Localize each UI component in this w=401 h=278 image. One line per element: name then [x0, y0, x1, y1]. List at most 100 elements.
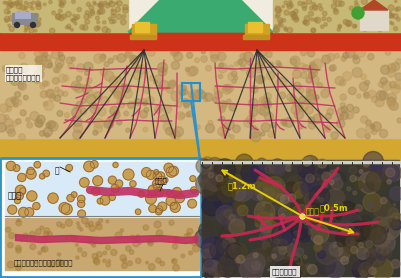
Circle shape [230, 135, 234, 139]
Circle shape [356, 9, 362, 15]
Circle shape [8, 2, 13, 7]
Circle shape [199, 222, 214, 237]
Circle shape [277, 78, 286, 88]
Circle shape [122, 263, 128, 269]
Circle shape [349, 166, 357, 174]
Circle shape [27, 122, 32, 128]
Circle shape [306, 88, 311, 93]
Circle shape [28, 24, 32, 28]
Circle shape [251, 132, 261, 142]
Circle shape [20, 82, 25, 86]
Circle shape [67, 24, 71, 28]
Circle shape [68, 27, 71, 29]
Circle shape [30, 111, 39, 121]
Circle shape [108, 58, 113, 63]
Circle shape [143, 127, 148, 132]
Circle shape [257, 105, 266, 114]
Circle shape [147, 48, 155, 56]
Circle shape [115, 2, 118, 4]
Circle shape [396, 59, 401, 64]
Circle shape [256, 158, 267, 169]
Circle shape [117, 100, 122, 104]
Circle shape [223, 212, 244, 232]
Circle shape [77, 64, 85, 72]
Circle shape [346, 111, 354, 119]
Circle shape [43, 3, 46, 6]
Circle shape [223, 85, 230, 91]
Circle shape [293, 182, 308, 196]
Circle shape [94, 3, 97, 5]
Circle shape [99, 4, 104, 8]
Circle shape [166, 190, 172, 195]
Circle shape [225, 84, 233, 93]
Circle shape [338, 24, 342, 28]
Circle shape [277, 239, 288, 249]
Circle shape [383, 9, 387, 13]
Circle shape [300, 49, 307, 56]
Circle shape [25, 28, 28, 31]
Circle shape [130, 250, 134, 254]
Circle shape [296, 248, 304, 256]
Circle shape [366, 240, 373, 247]
Circle shape [308, 11, 314, 16]
Circle shape [382, 14, 386, 18]
Circle shape [81, 98, 86, 103]
Circle shape [216, 205, 235, 224]
Circle shape [220, 239, 233, 252]
Circle shape [157, 84, 162, 89]
Circle shape [299, 96, 306, 103]
Circle shape [172, 259, 175, 262]
Circle shape [111, 9, 114, 11]
Circle shape [388, 208, 398, 218]
Circle shape [390, 187, 401, 200]
Circle shape [251, 262, 260, 270]
Circle shape [388, 13, 393, 18]
Circle shape [110, 106, 119, 115]
Circle shape [25, 208, 34, 217]
Circle shape [46, 89, 54, 98]
Circle shape [101, 97, 109, 105]
Circle shape [40, 173, 45, 179]
Circle shape [353, 191, 357, 195]
Circle shape [322, 172, 331, 181]
Circle shape [173, 237, 179, 242]
Circle shape [308, 94, 317, 103]
Circle shape [34, 29, 37, 32]
Circle shape [134, 236, 140, 242]
Circle shape [24, 29, 27, 32]
Circle shape [292, 231, 302, 240]
Circle shape [393, 14, 398, 19]
Circle shape [383, 17, 387, 21]
Circle shape [304, 173, 311, 180]
Circle shape [218, 74, 223, 79]
Circle shape [334, 201, 343, 209]
Circle shape [13, 2, 16, 5]
Circle shape [340, 94, 346, 100]
Circle shape [105, 245, 110, 250]
Circle shape [55, 87, 59, 92]
Circle shape [202, 249, 213, 260]
Circle shape [361, 74, 367, 80]
Circle shape [47, 121, 55, 129]
Circle shape [366, 170, 387, 191]
Circle shape [280, 195, 289, 203]
Circle shape [388, 11, 392, 15]
Circle shape [338, 220, 350, 232]
Bar [248, 22, 262, 32]
Circle shape [259, 97, 268, 105]
Circle shape [290, 4, 294, 8]
Circle shape [312, 3, 316, 6]
Circle shape [18, 207, 28, 217]
Circle shape [189, 251, 192, 255]
Circle shape [318, 159, 327, 168]
Circle shape [109, 76, 117, 85]
Circle shape [28, 21, 31, 24]
Circle shape [395, 217, 398, 219]
Circle shape [349, 221, 369, 241]
Circle shape [261, 220, 278, 237]
Circle shape [329, 66, 335, 71]
Circle shape [208, 120, 213, 125]
Circle shape [181, 254, 185, 258]
Circle shape [264, 112, 273, 121]
Circle shape [284, 26, 287, 30]
